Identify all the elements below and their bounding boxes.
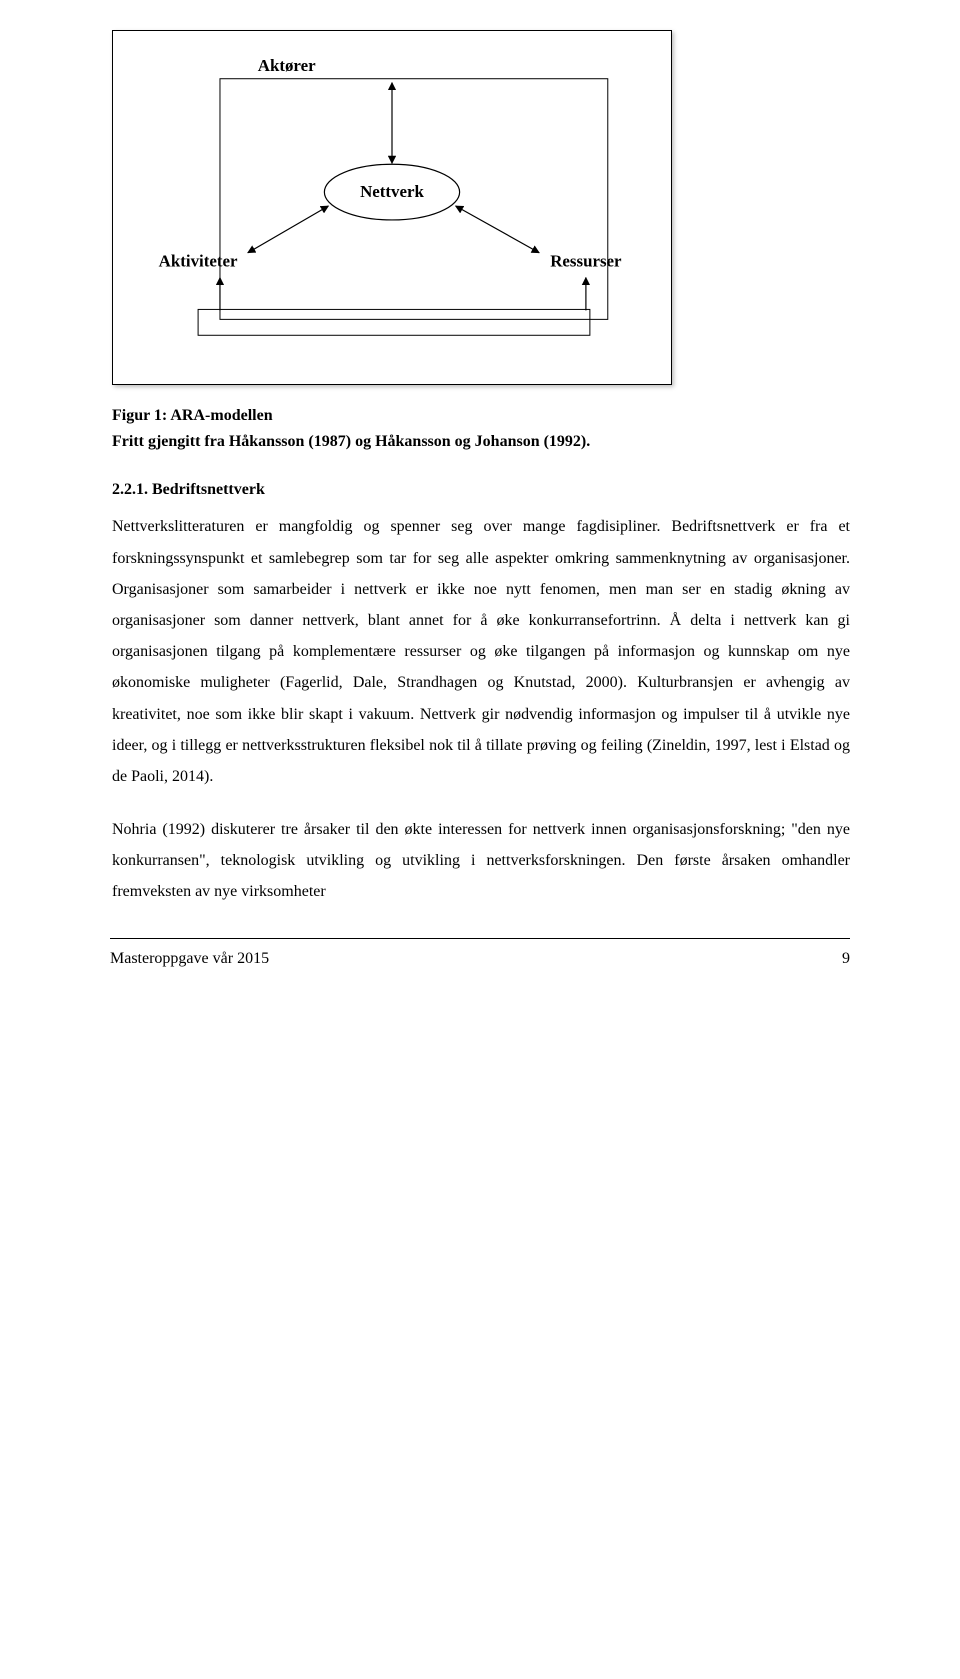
edge-nettverk-aktiviteter — [248, 206, 329, 253]
node-aktiviteter-label: Aktiviteter — [159, 252, 238, 271]
footer-page-number: 9 — [842, 943, 850, 974]
page-footer: Masteroppgave vår 2015 9 — [110, 938, 850, 974]
figure-caption: Figur 1: ARA-modellen Fritt gjengitt fra… — [112, 403, 850, 454]
section-number: 2.2.1. — [112, 481, 148, 498]
node-ressurser-label: Ressurser — [550, 252, 622, 271]
section-heading: 2.2.1. Bedriftsnettverk — [112, 474, 850, 505]
node-nettverk-label: Nettverk — [360, 182, 424, 201]
footer-left: Masteroppgave vår 2015 — [110, 943, 269, 974]
paragraph-2: Nohria (1992) diskuterer tre årsaker til… — [112, 814, 850, 908]
figure-caption-line2: Fritt gjengitt fra Håkansson (1987) og H… — [112, 429, 850, 455]
node-aktorer-label: Aktører — [258, 56, 316, 75]
ara-model-diagram: Aktører Nettverk Aktiviteter Ressurser — [112, 30, 672, 385]
edge-nettverk-ressurser — [456, 206, 540, 253]
diagram-svg: Aktører Nettverk Aktiviteter Ressurser — [113, 31, 671, 384]
section-title: Bedriftsnettverk — [152, 481, 265, 498]
paragraph-1: Nettverkslitteraturen er mangfoldig og s… — [112, 511, 850, 792]
lower-rect — [198, 309, 590, 335]
figure-caption-line1: Figur 1: ARA-modellen — [112, 403, 850, 429]
